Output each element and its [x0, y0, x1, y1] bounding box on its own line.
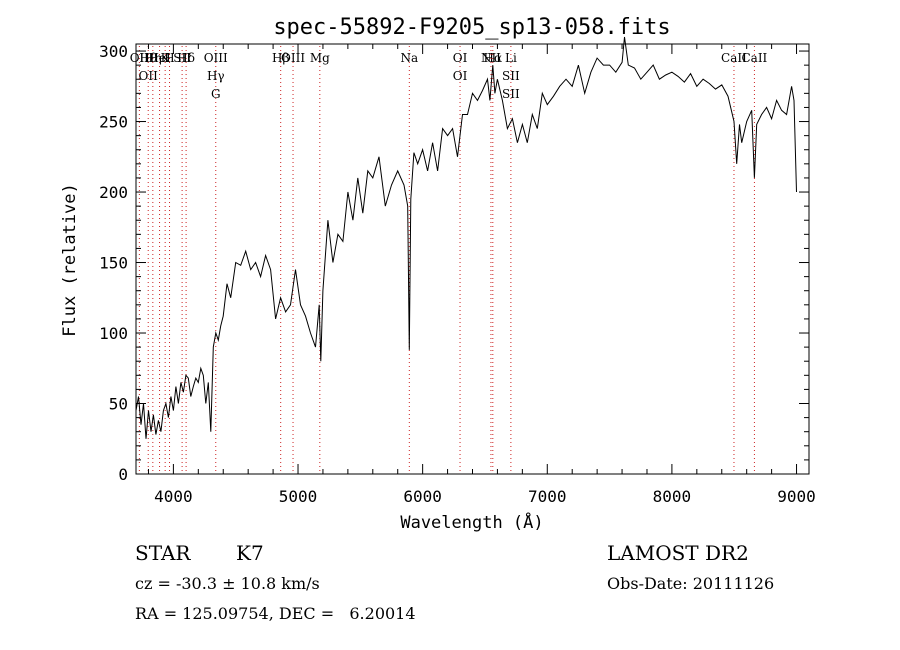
y-axis: 0 50 100 150 200 250 300 — [99, 42, 809, 484]
coordinates: RA = 125.09754, DEC = 6.20014 — [135, 604, 416, 623]
y-tick-label: 150 — [99, 254, 128, 273]
line-marker-label: Hη — [144, 51, 162, 65]
y-tick-label: 200 — [99, 183, 128, 202]
redshift-text: cz = -30.3 ± 10.8 km/s — [135, 574, 320, 593]
line-marker-label: G — [211, 87, 221, 101]
plot-frame — [135, 43, 810, 475]
spectrum-line — [135, 36, 797, 439]
line-marker-label: Hα — [484, 51, 503, 65]
x-tick-label: 7000 — [528, 487, 567, 506]
line-marker-label: Hγ — [207, 69, 225, 83]
x-tick-label: 8000 — [653, 487, 692, 506]
line-marker-label: Mg — [310, 51, 330, 65]
line-marker-label: K — [161, 51, 171, 65]
chart-title: spec-55892-F9205_sp13-058.fits — [273, 15, 670, 40]
object-subclass: K7 — [236, 541, 264, 565]
x-tick-label: 4000 — [154, 487, 193, 506]
line-marker-label: OI — [453, 69, 468, 83]
line-marker-label: Na — [400, 51, 418, 65]
line-marker-label: CaII — [721, 51, 747, 65]
line-marker-label: SII — [502, 69, 520, 83]
line-marker-label: OII — [139, 69, 159, 83]
line-marker-label: SII — [502, 87, 520, 101]
line-marker-label: CaII — [741, 51, 767, 65]
line-marker-label: SII — [173, 51, 191, 65]
y-tick-label: 50 — [109, 395, 128, 414]
y-axis-label: Flux (relative) — [60, 183, 80, 337]
line-marker-label: H — [164, 51, 174, 65]
survey-name: LAMOST DR2 — [607, 541, 749, 565]
line-marker-label: NII — [481, 51, 501, 65]
x-tick-label: 5000 — [279, 487, 318, 506]
y-tick-label: 0 — [118, 465, 128, 484]
line-marker-label: OII — [130, 51, 150, 65]
x-tick-label: 6000 — [403, 487, 442, 506]
y-tick-label: 250 — [99, 113, 128, 132]
y-tick-label: 300 — [99, 42, 128, 61]
line-marker-label: OI — [453, 51, 468, 65]
object-class: STAR — [135, 541, 191, 565]
spectrum-series — [135, 36, 797, 439]
line-marker-label: OIII — [281, 51, 305, 65]
x-tick-label: 9000 — [777, 487, 816, 506]
x-axis: 4000 5000 6000 7000 8000 9000 — [147, 44, 816, 506]
y-tick-label: 100 — [99, 324, 128, 343]
line-marker-label: HeI — [148, 51, 171, 65]
line-marker-label: Li — [505, 51, 517, 65]
line-marker-label: Hβ — [272, 51, 289, 65]
x-axis-label: Wavelength (Å) — [400, 511, 543, 533]
obs-date: Obs-Date: 20111126 — [607, 574, 775, 593]
line-marker-label: OIII — [204, 51, 228, 65]
